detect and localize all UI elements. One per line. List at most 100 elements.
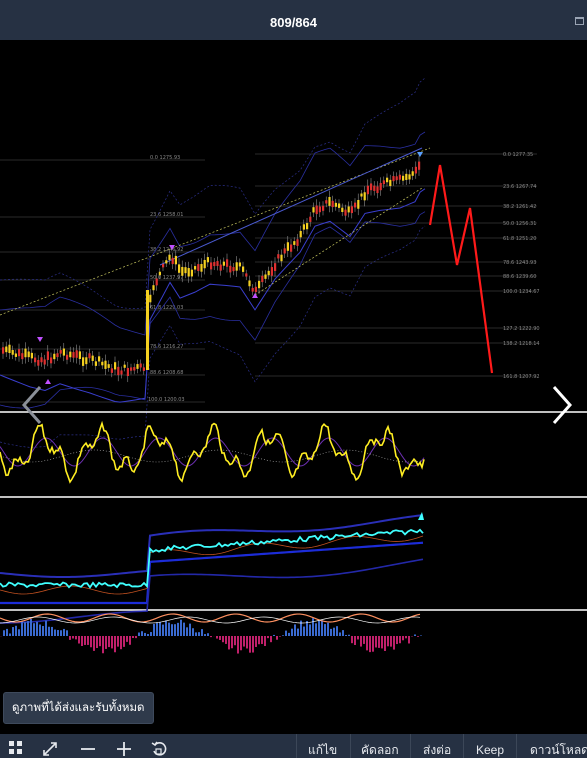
- oscillator-secondary-line: [0, 437, 425, 467]
- candle-body: [341, 207, 344, 212]
- candle-body: [133, 367, 136, 371]
- copy-button[interactable]: คัดลอก: [361, 743, 399, 757]
- candle-body: [350, 206, 353, 214]
- keep-button[interactable]: Keep: [476, 743, 505, 757]
- histogram-bar: [354, 636, 356, 645]
- histogram-bar: [15, 625, 17, 636]
- fib-label-left: 61.8 1229.03: [150, 305, 183, 311]
- candle-body: [395, 176, 398, 181]
- rotate-icon[interactable]: [151, 741, 167, 757]
- histogram-bar: [159, 622, 161, 636]
- grid-icon[interactable]: [9, 741, 25, 757]
- histogram-bar: [126, 636, 128, 642]
- candle-body: [142, 367, 145, 371]
- candle-body: [27, 351, 30, 358]
- zoom-in-icon[interactable]: [116, 741, 132, 757]
- histogram-bar: [45, 620, 47, 636]
- zoom-out-icon[interactable]: [80, 741, 96, 757]
- image-counter-title: 809/864: [270, 15, 317, 30]
- candle-body: [411, 171, 414, 176]
- histogram-bar: [348, 634, 350, 636]
- histogram-bar: [54, 629, 56, 636]
- candle-body: [274, 263, 277, 271]
- forward-button[interactable]: ส่งต่อ: [423, 743, 452, 757]
- candle-body: [286, 242, 289, 251]
- candle-body: [206, 257, 209, 263]
- histogram-bar: [21, 621, 23, 636]
- download-button[interactable]: ดาวน์โหลด: [530, 743, 587, 757]
- candle-body: [226, 259, 229, 267]
- candle-body: [331, 200, 334, 208]
- histogram-bar: [111, 636, 113, 649]
- histogram-bar: [246, 636, 248, 649]
- candle-body: [34, 357, 37, 363]
- histogram-bar: [177, 622, 179, 636]
- histogram-bar: [327, 622, 329, 636]
- candle-body: [277, 254, 280, 259]
- candle-body: [101, 361, 104, 366]
- histogram-bar: [144, 632, 146, 636]
- candle-body: [203, 259, 206, 269]
- candle-body: [392, 176, 395, 182]
- candle-body: [232, 267, 235, 272]
- histogram-bar: [240, 636, 242, 651]
- histogram-bar: [303, 626, 305, 636]
- band-lower-line: [0, 211, 426, 409]
- candle-body: [363, 192, 366, 201]
- candle-body: [14, 353, 17, 357]
- histogram-bar: [117, 636, 119, 647]
- next-image-button[interactable]: [548, 383, 578, 427]
- histogram-bar: [252, 636, 254, 653]
- histogram-bar: [171, 624, 173, 636]
- candle-body: [69, 351, 72, 358]
- histogram-bar: [291, 628, 293, 636]
- histogram-bar: [342, 630, 344, 636]
- candle-body: [325, 200, 328, 204]
- candle-body: [283, 248, 286, 254]
- histogram-bar: [96, 636, 98, 649]
- histogram-bar: [381, 636, 383, 649]
- candle-body: [264, 274, 267, 279]
- chevron-left-icon: [21, 386, 42, 424]
- histogram-bar: [258, 636, 260, 645]
- histogram-bar: [375, 636, 377, 648]
- candle-body: [258, 280, 261, 289]
- histogram-bar: [264, 636, 266, 647]
- expand-icon[interactable]: [42, 741, 58, 757]
- histogram-bar: [24, 622, 26, 636]
- edit-button[interactable]: แก้ไข: [308, 743, 338, 757]
- fib-label-right: 78.6 1243.93: [503, 260, 536, 266]
- histogram-bar: [255, 636, 257, 647]
- candle-body: [379, 182, 382, 191]
- histogram-bar: [228, 636, 230, 650]
- candle-body: [53, 353, 56, 360]
- maximize-icon[interactable]: [573, 16, 587, 28]
- histogram-bar: [168, 622, 170, 636]
- toolbar-separator: [463, 734, 464, 758]
- histogram-bar: [387, 636, 389, 647]
- candle-body: [197, 264, 200, 272]
- histogram-bar: [402, 636, 404, 641]
- histogram-bar: [270, 636, 272, 643]
- histogram-bar: [129, 636, 131, 645]
- oscillator-line: [0, 420, 425, 484]
- histogram-bar: [366, 636, 368, 651]
- histogram-bar: [351, 636, 353, 644]
- histogram-bar: [363, 636, 365, 644]
- histogram-bar: [210, 636, 212, 638]
- previous-image-button[interactable]: [18, 383, 48, 427]
- candle-body: [235, 262, 238, 271]
- candle-body: [75, 350, 78, 358]
- signal-arrow-down: [417, 152, 423, 157]
- candle-body: [136, 364, 139, 369]
- candle-body: [398, 174, 401, 180]
- candle-body: [187, 268, 190, 277]
- candle-body: [245, 273, 248, 277]
- histogram-bar: [60, 630, 62, 636]
- candle-body: [123, 364, 126, 368]
- histogram-bar: [198, 632, 200, 636]
- candle-body: [299, 230, 302, 238]
- candle-body: [414, 166, 417, 174]
- fib-label-left: 100.0 1200.03: [148, 397, 185, 403]
- histogram-bar: [9, 633, 11, 636]
